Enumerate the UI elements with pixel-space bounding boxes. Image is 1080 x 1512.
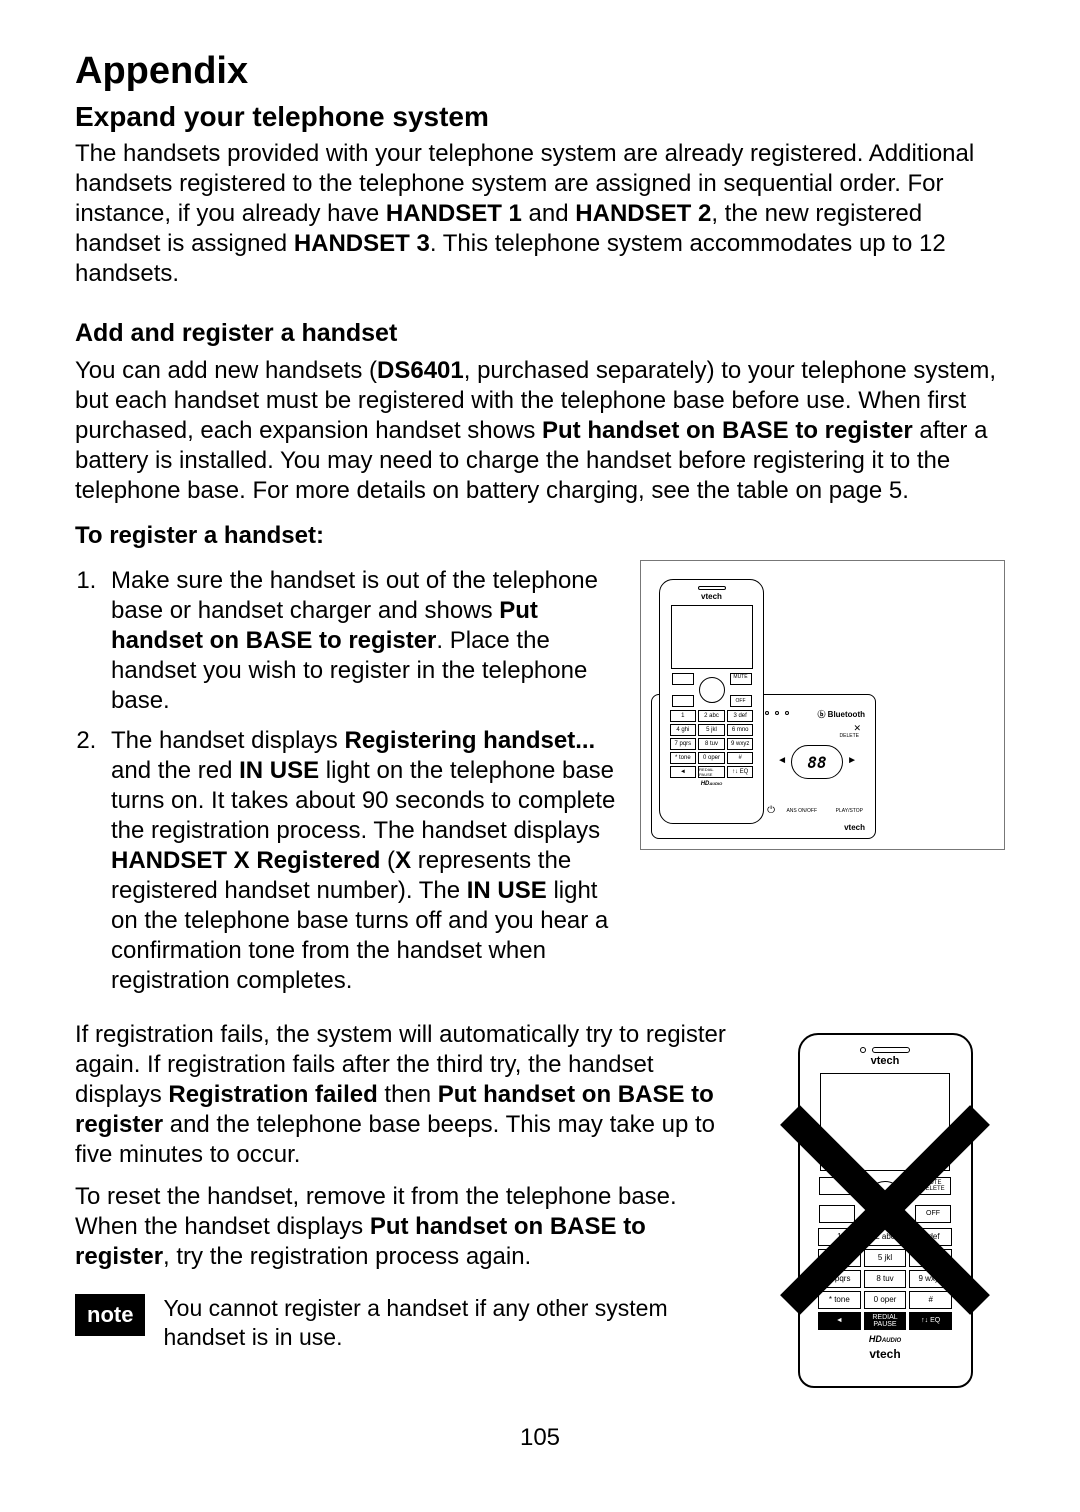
note-text: You cannot register a handset if any oth… [163,1294,745,1352]
registration-fail-paragraph: If registration fails, the system will a… [75,1020,745,1170]
register-steps-list: Make sure the handset is out of the tele… [75,566,622,996]
section-add-paragraph: You can add new handsets (DS6401, purcha… [75,356,1005,506]
section-expand-paragraph: The handsets provided with your telephon… [75,139,1005,289]
note-badge: note [75,1294,145,1336]
figure-handset-crossed: vtech MUTE DELETE OFF 12 abc3 def 4 ghi5… [765,1020,1005,1400]
section-add-heading: Add and register a handset [75,319,1005,348]
register-step-1: Make sure the handset is out of the tele… [103,566,622,716]
to-register-heading: To register a handset: [75,522,1005,550]
register-step-2: The handset displays Registering handset… [103,726,622,996]
note-block: note You cannot register a handset if an… [75,1294,745,1352]
section-expand-heading: Expand your telephone system [75,101,1005,133]
page-number: 105 [520,1424,560,1452]
page-title: Appendix [75,50,1005,93]
handset-icon: vtech MUTE OFF 12 abc3 def 4 ghi5 jkl6 m… [659,579,764,824]
cross-out-icon [775,1100,995,1320]
figure-handset-on-base: ⓑ Bluetooth ✕ DELETE ◄ 88 ► ⏻ ANS ON/OFF… [640,560,1005,850]
reset-paragraph: To reset the handset, remove it from the… [75,1182,745,1272]
